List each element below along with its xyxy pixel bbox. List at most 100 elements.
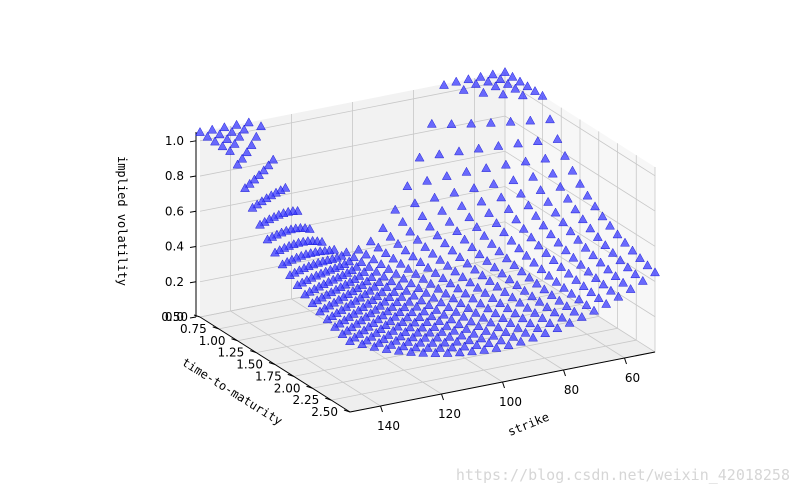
data-point bbox=[440, 238, 450, 248]
data-point bbox=[508, 331, 519, 341]
data-point bbox=[484, 338, 494, 347]
data-point bbox=[618, 277, 628, 287]
data-point bbox=[537, 90, 548, 100]
data-point bbox=[451, 76, 462, 86]
data-point bbox=[294, 265, 305, 275]
data-point bbox=[642, 260, 653, 270]
data-point bbox=[447, 245, 458, 255]
data-point bbox=[414, 152, 425, 162]
data-point bbox=[534, 296, 545, 306]
data-point bbox=[566, 288, 577, 298]
data-point bbox=[486, 238, 497, 248]
data-point bbox=[491, 218, 502, 227]
data-point bbox=[426, 118, 437, 128]
data-point bbox=[418, 347, 429, 357]
y-tick-mark bbox=[306, 385, 313, 389]
data-point bbox=[240, 183, 250, 192]
data-point bbox=[395, 331, 406, 341]
data-point bbox=[375, 300, 385, 310]
data-point bbox=[402, 312, 413, 322]
data-point bbox=[597, 211, 608, 221]
data-point bbox=[503, 340, 514, 349]
data-point bbox=[432, 332, 443, 342]
data-point bbox=[285, 270, 295, 279]
data-point bbox=[279, 242, 290, 252]
data-point bbox=[358, 302, 369, 311]
data-point bbox=[247, 202, 258, 212]
data-point bbox=[508, 175, 519, 184]
data-point bbox=[473, 321, 484, 330]
y-tick-label: 1.75 bbox=[255, 369, 282, 383]
data-point bbox=[395, 258, 406, 268]
data-point bbox=[424, 300, 434, 309]
data-point bbox=[429, 192, 440, 202]
data-point bbox=[438, 273, 448, 282]
data-point bbox=[328, 274, 339, 284]
data-point bbox=[445, 278, 456, 288]
data-point bbox=[383, 330, 394, 339]
data-point bbox=[469, 328, 479, 338]
z-tick-mark bbox=[189, 210, 197, 213]
data-point bbox=[527, 291, 537, 301]
data-point bbox=[367, 295, 378, 304]
data-point bbox=[563, 268, 574, 278]
data-point bbox=[217, 141, 228, 151]
data-point bbox=[531, 278, 542, 288]
data-point bbox=[350, 295, 361, 305]
data-point bbox=[385, 231, 396, 241]
data-point bbox=[263, 160, 274, 170]
data-point bbox=[361, 311, 371, 321]
data-point bbox=[592, 232, 603, 241]
data-point bbox=[317, 236, 327, 246]
data-point bbox=[451, 306, 461, 316]
data-point bbox=[435, 342, 445, 352]
data-point bbox=[551, 276, 562, 286]
data-point bbox=[497, 268, 507, 278]
data-point bbox=[515, 76, 525, 86]
data-point bbox=[447, 342, 458, 352]
data-point bbox=[342, 267, 353, 277]
y-tick-mark bbox=[287, 373, 294, 377]
data-point bbox=[536, 264, 547, 274]
data-point bbox=[485, 317, 496, 327]
data-point bbox=[389, 287, 400, 296]
y-tick-label: 2.00 bbox=[274, 381, 301, 395]
data-point bbox=[482, 256, 492, 265]
data-point bbox=[261, 193, 272, 203]
data-point bbox=[349, 252, 359, 262]
data-point bbox=[385, 316, 396, 325]
data-point bbox=[453, 283, 463, 293]
data-point bbox=[521, 250, 532, 260]
data-point bbox=[442, 260, 453, 270]
data-point bbox=[321, 289, 332, 299]
data-point bbox=[403, 263, 414, 273]
data-point bbox=[478, 87, 489, 97]
x-tick-mark bbox=[624, 357, 627, 365]
data-point bbox=[546, 229, 556, 239]
data-point bbox=[415, 257, 426, 266]
data-point bbox=[496, 335, 506, 345]
data-point bbox=[410, 268, 421, 278]
data-point bbox=[342, 325, 353, 335]
data-point bbox=[477, 270, 488, 280]
data-point bbox=[620, 237, 630, 247]
data-point bbox=[560, 150, 570, 160]
data-point bbox=[422, 175, 432, 185]
data-point bbox=[202, 131, 213, 141]
data-point bbox=[370, 304, 381, 314]
data-point bbox=[635, 253, 645, 262]
data-point bbox=[410, 342, 421, 352]
data-point bbox=[469, 183, 479, 192]
data-point bbox=[254, 170, 264, 179]
data-point bbox=[269, 211, 279, 221]
data-point bbox=[252, 199, 263, 209]
data-point bbox=[332, 308, 342, 317]
data-point bbox=[461, 166, 472, 176]
data-point bbox=[335, 282, 346, 291]
data-point bbox=[585, 223, 596, 233]
data-point bbox=[426, 311, 437, 321]
data-point bbox=[373, 242, 384, 252]
data-point bbox=[234, 131, 245, 141]
data-point bbox=[427, 248, 438, 258]
data-point bbox=[517, 313, 528, 323]
